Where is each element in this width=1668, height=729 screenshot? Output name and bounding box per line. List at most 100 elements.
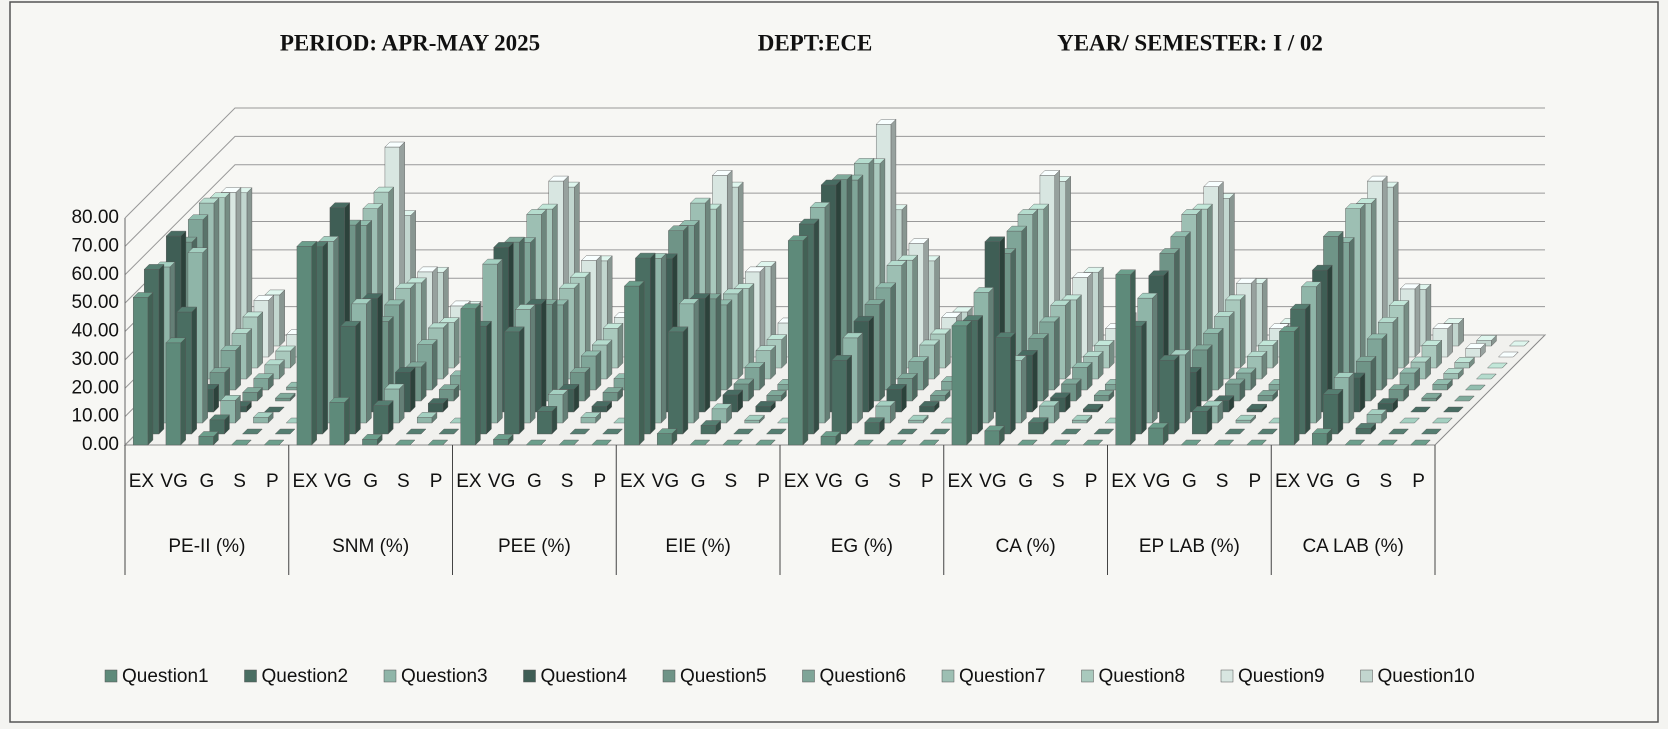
bar-front	[165, 342, 181, 446]
bar	[656, 428, 678, 446]
bar-side	[606, 339, 613, 380]
group-label: PEE (%)	[498, 536, 571, 557]
bar-top	[569, 367, 591, 373]
bar-front	[1235, 419, 1251, 424]
bar-top	[1453, 395, 1475, 402]
bar-top	[1421, 392, 1442, 399]
bar-top	[1082, 439, 1104, 446]
bar-front	[504, 331, 520, 435]
bar-side	[409, 366, 416, 413]
bar-top	[886, 384, 907, 390]
x-tick-label: VG	[652, 471, 679, 492]
bar-side	[1076, 294, 1082, 369]
bar	[918, 439, 940, 446]
bar-front	[296, 246, 312, 446]
bar-top	[1377, 317, 1399, 323]
bar-top	[492, 434, 514, 440]
bar	[416, 411, 438, 424]
bar	[525, 439, 547, 446]
bar-top	[623, 280, 645, 287]
bar-side	[257, 311, 263, 369]
bar	[263, 406, 285, 413]
bar-top	[548, 175, 569, 182]
bar-top	[1366, 175, 1388, 182]
bar	[1388, 428, 1409, 435]
bar-side	[1021, 355, 1027, 424]
bar-front	[1191, 411, 1208, 435]
bar-top	[853, 158, 875, 164]
bar-side	[311, 240, 317, 446]
bar-front	[1082, 408, 1099, 413]
bar-side	[1239, 294, 1246, 369]
x-tick-label: S	[888, 471, 901, 492]
legend-label: Question6	[820, 666, 907, 687]
bar-front	[1432, 384, 1448, 391]
x-tick-label: VG	[1307, 471, 1334, 492]
bar	[591, 400, 613, 413]
bar	[754, 439, 776, 446]
bar-top	[1203, 181, 1224, 187]
x-tick-label: P	[921, 471, 934, 492]
bar-top	[525, 298, 547, 305]
bar	[733, 428, 754, 435]
bar-top	[1093, 390, 1115, 396]
bar-front	[493, 439, 509, 446]
bar-front	[329, 402, 345, 446]
bar-top	[995, 332, 1016, 338]
bar-top	[1388, 428, 1409, 435]
bar-front	[744, 419, 760, 424]
bar-top	[318, 236, 340, 242]
bar-top	[372, 400, 394, 406]
bar-top	[1050, 300, 1071, 306]
bar	[1399, 417, 1420, 424]
x-tick-label: EX	[1111, 471, 1137, 492]
bar-front	[700, 425, 716, 435]
bar-top	[132, 292, 154, 298]
bar-top	[941, 312, 962, 318]
bar-side	[1098, 266, 1104, 347]
bar-top	[853, 316, 875, 322]
bar-top	[1257, 390, 1279, 396]
bar	[536, 405, 558, 435]
bar-side	[879, 299, 885, 402]
bar-side	[890, 282, 896, 391]
bar-top	[1257, 340, 1279, 346]
bar	[602, 387, 624, 402]
bar-top	[1355, 423, 1377, 429]
bar-side	[857, 332, 863, 424]
bar-top	[1180, 439, 1202, 446]
bar-top	[787, 235, 809, 241]
bar-side	[540, 298, 547, 413]
bar-top	[460, 303, 481, 309]
bar	[1235, 414, 1257, 424]
bar-front	[1246, 408, 1262, 413]
bar	[427, 439, 449, 446]
bar	[209, 414, 230, 435]
bar-top	[1192, 203, 1213, 210]
bar-top	[264, 289, 286, 296]
legend-swatch	[662, 669, 676, 683]
bar-top	[1039, 170, 1061, 176]
legend-label: Question3	[401, 666, 488, 687]
bar	[896, 428, 918, 435]
bar-side	[1359, 203, 1366, 380]
bar	[1454, 356, 1475, 369]
bar-side	[1447, 323, 1453, 358]
bar-top	[678, 298, 700, 305]
bar-top	[253, 373, 274, 379]
bar-front	[1071, 419, 1088, 424]
bar	[132, 291, 154, 446]
bar	[1158, 354, 1180, 435]
bar-side	[497, 258, 503, 424]
bar-top	[1060, 378, 1082, 385]
bar-side	[781, 334, 787, 369]
bar-side	[322, 241, 328, 435]
bar-top	[1181, 209, 1202, 215]
x-tick-label: EX	[456, 471, 482, 492]
bar-side	[377, 293, 383, 413]
bar-top	[1246, 351, 1268, 357]
bar-side	[1250, 277, 1257, 358]
bar-top	[536, 406, 558, 412]
bar-top	[864, 417, 885, 423]
